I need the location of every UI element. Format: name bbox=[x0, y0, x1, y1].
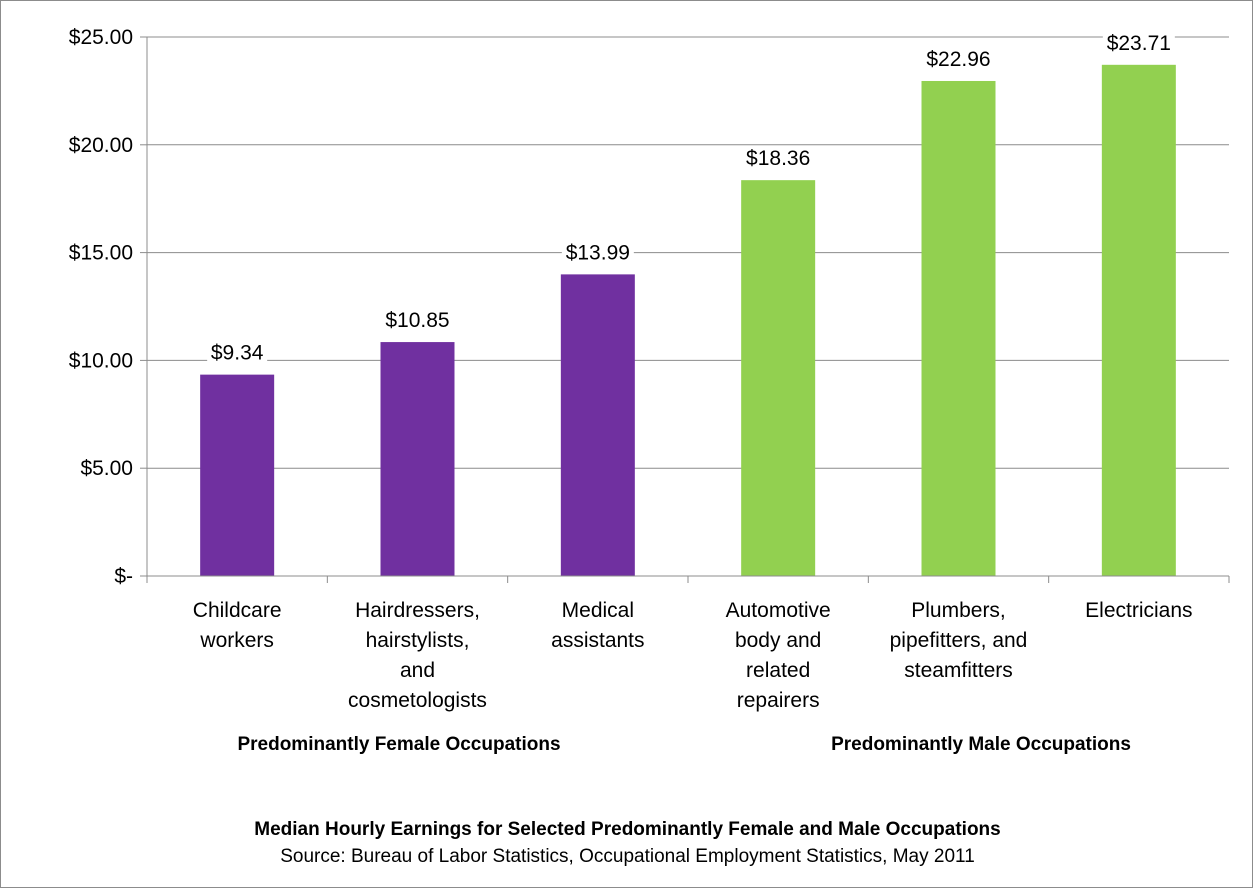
y-tick-label: $15.00 bbox=[69, 242, 133, 265]
data-label-background bbox=[922, 46, 995, 71]
data-labels: $9.34 $10.85 $13.99 $18.36 $22.96 $23.71 bbox=[207, 30, 1175, 365]
data-label-background bbox=[742, 146, 815, 171]
x-category-label: Automotive bbox=[726, 599, 831, 622]
y-tick-label: $20.00 bbox=[69, 134, 133, 157]
x-category-label: related bbox=[746, 659, 810, 682]
y-tick-label: $5.00 bbox=[80, 457, 133, 480]
data-label: $13.99 bbox=[566, 241, 630, 264]
x-category-label: repairers bbox=[737, 689, 820, 712]
y-tick-label: $25.00 bbox=[69, 26, 133, 49]
x-category-label: Hairdressers, bbox=[355, 599, 480, 622]
group-label-female: Predominantly Female Occupations bbox=[237, 734, 561, 755]
x-category-label: Medical bbox=[562, 599, 634, 622]
chart-title: Median Hourly Earnings for Selected Pred… bbox=[254, 819, 1001, 840]
bar bbox=[921, 80, 996, 577]
x-category-label: cosmetologists bbox=[348, 689, 487, 712]
bar bbox=[560, 274, 635, 576]
x-category-label: and bbox=[400, 659, 435, 682]
data-label-background bbox=[1102, 30, 1175, 55]
bars bbox=[200, 64, 1176, 577]
data-label: $18.36 bbox=[746, 147, 810, 170]
x-category-label: Electricians bbox=[1085, 599, 1192, 622]
y-tick-label: $10.00 bbox=[69, 349, 133, 372]
x-category-label: Childcare bbox=[193, 599, 282, 622]
x-category-label: assistants bbox=[551, 629, 644, 652]
x-category-label: steamfitters bbox=[904, 659, 1013, 682]
chart-source: Source: Bureau of Labor Statistics, Occu… bbox=[280, 846, 975, 867]
data-label-background bbox=[207, 340, 268, 365]
data-label: $22.96 bbox=[926, 48, 990, 71]
y-tick-label: $- bbox=[114, 565, 133, 588]
x-category-label: body and bbox=[735, 629, 821, 652]
data-label: $23.71 bbox=[1107, 32, 1171, 55]
bar bbox=[200, 374, 275, 576]
data-label: $10.85 bbox=[385, 309, 449, 332]
gridlines bbox=[147, 36, 1229, 469]
x-category-label: hairstylists, bbox=[366, 629, 470, 652]
x-category-label: Plumbers, bbox=[911, 599, 1006, 622]
data-label: $9.34 bbox=[211, 342, 264, 365]
data-label-background bbox=[381, 308, 454, 333]
x-category-label: pipefitters, and bbox=[890, 629, 1028, 652]
axes: $- $5.00 $10.00 $15.00 $20.00 $25.00 Childcare… bbox=[69, 26, 1230, 712]
bar bbox=[1101, 64, 1176, 576]
data-label-background bbox=[561, 240, 634, 265]
group-label-male: Predominantly Male Occupations bbox=[831, 734, 1131, 755]
bar bbox=[380, 342, 455, 576]
bar bbox=[741, 180, 816, 577]
x-category-label: workers bbox=[199, 629, 274, 652]
